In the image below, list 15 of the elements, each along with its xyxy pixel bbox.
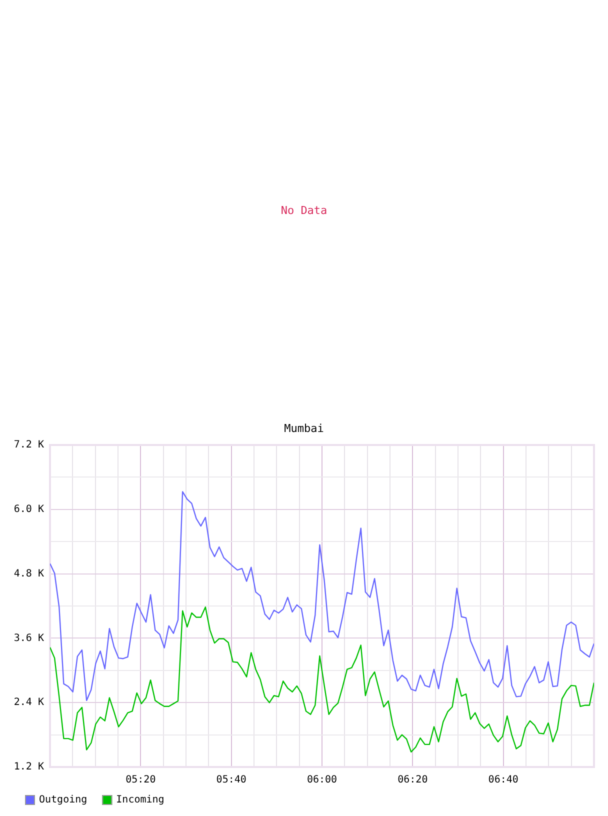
y-tick-label: 1.2 K xyxy=(14,762,44,773)
y-tick-label: 4.8 K xyxy=(14,568,44,580)
legend-label: Outgoing xyxy=(39,794,88,806)
y-tick-label: 7.2 K xyxy=(14,440,44,451)
x-tick-label: 06:20 xyxy=(398,774,428,786)
text: No Data xyxy=(280,204,328,217)
legend-label: Incoming xyxy=(116,794,164,806)
y-tick-label: 6.0 K xyxy=(14,504,44,515)
x-tick-label: 06:40 xyxy=(488,774,518,786)
chart-title: Mumbai xyxy=(284,422,324,435)
x-tick-label: 05:20 xyxy=(126,774,156,786)
x-tick-label: 05:40 xyxy=(216,774,246,786)
x-tick-label: 06:00 xyxy=(306,774,338,786)
y-tick-label: 3.6 K xyxy=(14,632,44,644)
y-tick-label: 2.4 K xyxy=(14,697,44,708)
